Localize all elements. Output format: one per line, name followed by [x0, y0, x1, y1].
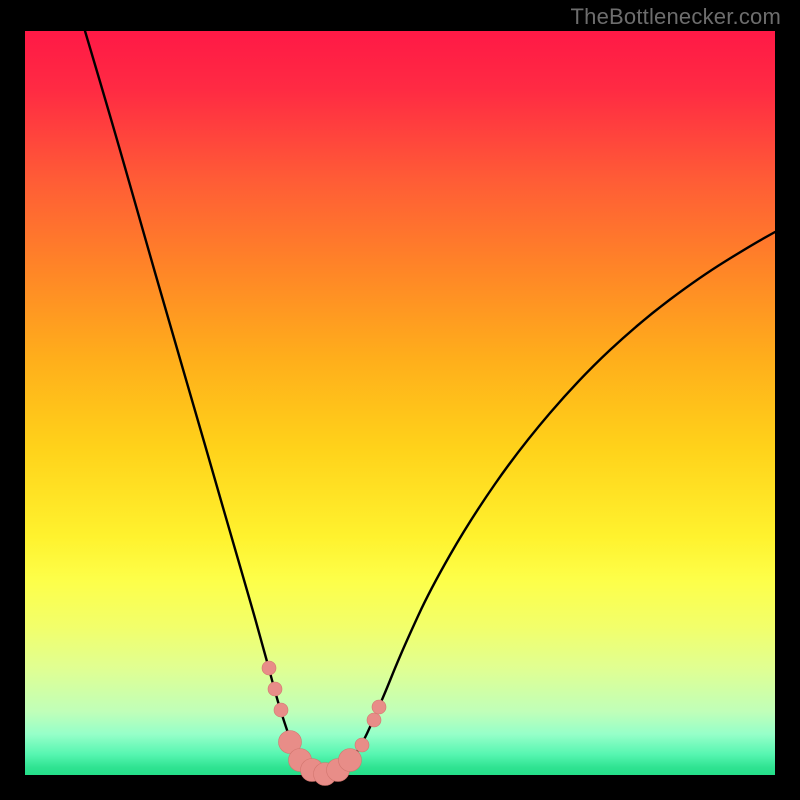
marker-dot	[274, 703, 288, 717]
marker-dot	[367, 713, 381, 727]
marker-group	[262, 661, 386, 786]
curve-layer	[0, 0, 800, 800]
chart-stage: TheBottlenecker.com	[0, 0, 800, 800]
marker-dot	[268, 682, 282, 696]
curve-main	[85, 31, 775, 775]
marker-dot	[372, 700, 386, 714]
marker-dot	[262, 661, 276, 675]
marker-dot	[339, 749, 362, 772]
marker-dot	[355, 738, 369, 752]
